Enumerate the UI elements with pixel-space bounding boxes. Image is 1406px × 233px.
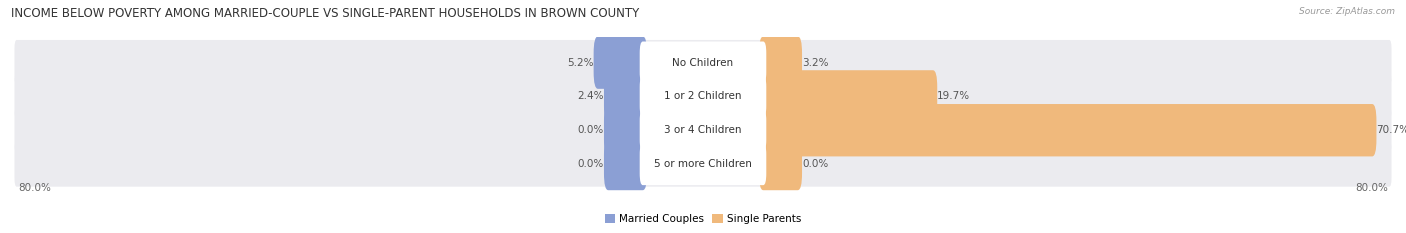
Text: 1 or 2 Children: 1 or 2 Children xyxy=(664,91,742,101)
Text: 0.0%: 0.0% xyxy=(578,159,605,169)
FancyBboxPatch shape xyxy=(759,104,1376,156)
Text: INCOME BELOW POVERTY AMONG MARRIED-COUPLE VS SINGLE-PARENT HOUSEHOLDS IN BROWN C: INCOME BELOW POVERTY AMONG MARRIED-COUPL… xyxy=(11,7,640,20)
FancyBboxPatch shape xyxy=(640,41,766,84)
Text: 5 or more Children: 5 or more Children xyxy=(654,159,752,169)
Text: 3 or 4 Children: 3 or 4 Children xyxy=(664,125,742,135)
Text: 2.4%: 2.4% xyxy=(578,91,605,101)
Text: 80.0%: 80.0% xyxy=(18,183,51,193)
FancyBboxPatch shape xyxy=(605,104,647,156)
Text: 5.2%: 5.2% xyxy=(567,58,593,68)
FancyBboxPatch shape xyxy=(759,138,801,190)
Text: 80.0%: 80.0% xyxy=(1355,183,1388,193)
FancyBboxPatch shape xyxy=(640,109,766,151)
FancyBboxPatch shape xyxy=(640,143,766,185)
Text: 0.0%: 0.0% xyxy=(801,159,828,169)
FancyBboxPatch shape xyxy=(640,75,766,118)
Text: 70.7%: 70.7% xyxy=(1376,125,1406,135)
FancyBboxPatch shape xyxy=(605,70,647,123)
Text: 3.2%: 3.2% xyxy=(801,58,828,68)
FancyBboxPatch shape xyxy=(14,141,1392,187)
Legend: Married Couples, Single Parents: Married Couples, Single Parents xyxy=(605,214,801,224)
FancyBboxPatch shape xyxy=(593,36,647,89)
FancyBboxPatch shape xyxy=(759,36,801,89)
FancyBboxPatch shape xyxy=(14,74,1392,119)
Text: 0.0%: 0.0% xyxy=(578,125,605,135)
FancyBboxPatch shape xyxy=(14,40,1392,85)
Text: No Children: No Children xyxy=(672,58,734,68)
FancyBboxPatch shape xyxy=(14,108,1392,153)
FancyBboxPatch shape xyxy=(605,138,647,190)
Text: 19.7%: 19.7% xyxy=(938,91,970,101)
Text: Source: ZipAtlas.com: Source: ZipAtlas.com xyxy=(1299,7,1395,16)
FancyBboxPatch shape xyxy=(759,70,938,123)
